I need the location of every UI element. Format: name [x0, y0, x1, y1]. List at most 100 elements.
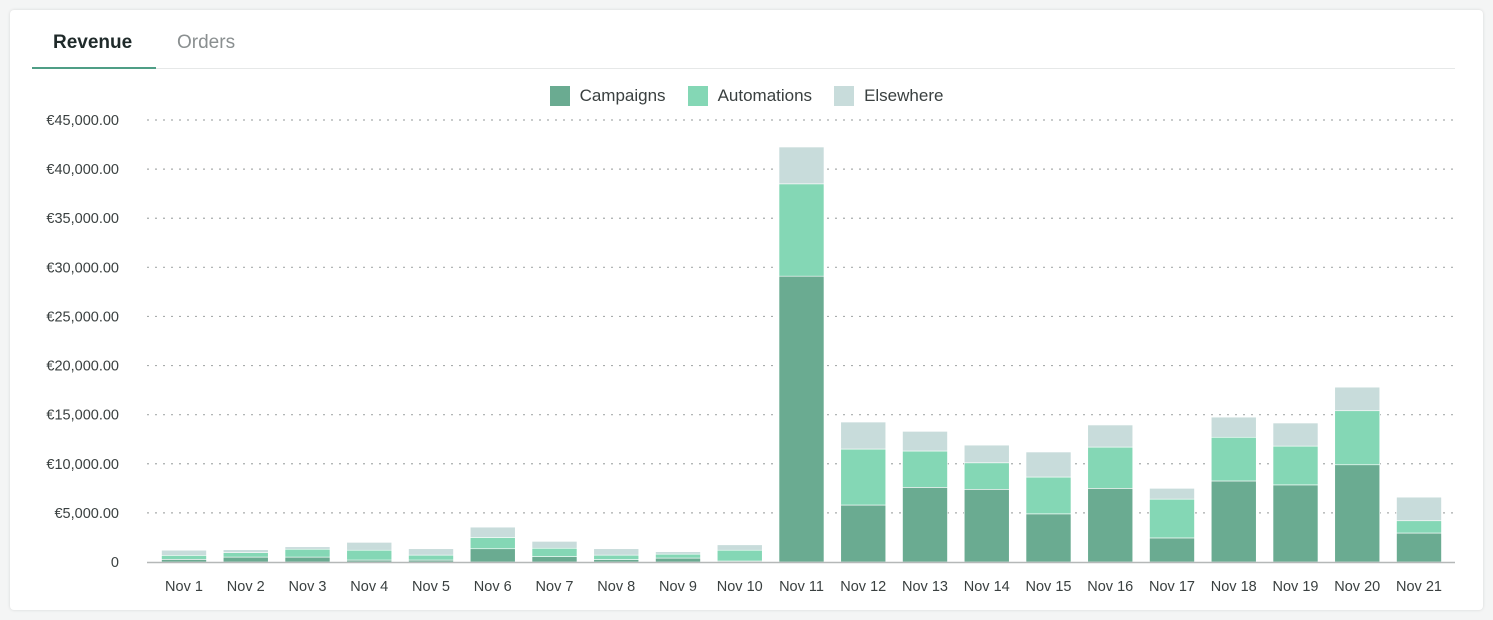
- x-tick-label: Nov 12: [840, 579, 886, 595]
- bar-segment-elsewhere: [1396, 496, 1442, 522]
- x-tick-label: Nov 19: [1273, 579, 1319, 595]
- tab-revenue[interactable]: Revenue: [53, 32, 133, 53]
- x-tick-label: Nov 9: [659, 579, 697, 595]
- bar-segment-campaigns: [593, 559, 640, 563]
- y-tick-label: 0: [111, 555, 119, 571]
- bar-segment-automations: [346, 549, 393, 561]
- bar-segment-elsewhere: [469, 526, 516, 538]
- bar-segment-campaigns: [1025, 513, 1072, 563]
- bar-segment-campaigns: [1087, 488, 1134, 563]
- bar-segment-elsewhere: [1210, 416, 1257, 438]
- bar-segment-elsewhere: [1334, 386, 1381, 412]
- bar-segment-automations: [963, 462, 1010, 490]
- y-tick-label: €25,000.00: [46, 309, 119, 325]
- bar-segment-campaigns: [469, 548, 516, 563]
- bar-segment-elsewhere: [1272, 422, 1319, 447]
- bar-segment-campaigns: [1210, 480, 1257, 563]
- bar-segment-automations: [1025, 476, 1072, 515]
- y-tick-label: €40,000.00: [46, 162, 119, 178]
- x-tick-label: Nov 8: [597, 579, 635, 595]
- bar-segment-campaigns: [1272, 484, 1319, 563]
- x-tick-label: Nov 3: [289, 579, 327, 595]
- bar-segment-automations: [902, 450, 948, 488]
- bar-segment-automations: [1334, 410, 1381, 466]
- bar-segment-automations: [408, 554, 454, 561]
- y-tick-label: €15,000.00: [46, 408, 119, 424]
- bar-segment-automations: [778, 183, 825, 277]
- x-tick-label: Nov 15: [1026, 579, 1072, 595]
- bar-segment-campaigns: [963, 489, 1010, 563]
- tab-bar: Revenue Orders: [32, 10, 1455, 69]
- x-tick-label: Nov 16: [1087, 579, 1133, 595]
- bar-segment-automations: [1396, 520, 1442, 534]
- bar-segment-campaigns: [284, 556, 331, 563]
- x-tick-label: Nov 20: [1334, 579, 1380, 595]
- bar-segment-elsewhere: [531, 541, 578, 549]
- bar-segment-elsewhere: [1025, 451, 1072, 478]
- bar-segment-campaigns: [531, 556, 578, 563]
- bar-segment-elsewhere: [593, 548, 640, 556]
- legend-item-elsewhere[interactable]: Elsewhere: [834, 86, 943, 106]
- bar-segment-automations: [840, 448, 887, 506]
- revenue-card: Revenue Orders Campaigns Automations Els…: [10, 10, 1483, 610]
- x-tick-label: Nov 21: [1396, 579, 1442, 595]
- x-tick-label: Nov 11: [779, 579, 824, 595]
- bar-segment-campaigns: [902, 487, 948, 563]
- bar-segment-campaigns: [1149, 537, 1195, 563]
- x-tick-label: Nov 14: [964, 579, 1010, 595]
- bar-segment-campaigns: [778, 275, 825, 563]
- bar-segment-elsewhere: [222, 549, 269, 553]
- x-tick-label: Nov 1: [165, 579, 203, 595]
- legend-item-campaigns[interactable]: Campaigns: [549, 86, 666, 106]
- tab-orders[interactable]: Orders: [177, 32, 236, 53]
- bar-segment-campaigns: [161, 559, 207, 563]
- bar-segment-automations: [1149, 498, 1195, 539]
- y-tick-label: €45,000.00: [46, 113, 119, 129]
- y-tick-label: €30,000.00: [46, 260, 119, 276]
- bar-segment-automations: [222, 552, 269, 558]
- y-tick-label: €20,000.00: [46, 359, 119, 375]
- x-tick-label: Nov 18: [1211, 579, 1257, 595]
- chart-legend: Campaigns Automations Elsewhere: [10, 86, 1483, 106]
- bar-segment-campaigns: [1334, 464, 1381, 563]
- bar-segment-elsewhere: [778, 146, 825, 185]
- x-tick-label: Nov 13: [902, 579, 948, 595]
- x-tick-label: Nov 6: [474, 579, 512, 595]
- bar-segment-campaigns: [655, 557, 701, 563]
- x-tick-label: Nov 10: [717, 579, 763, 595]
- active-tab-indicator: [32, 67, 156, 69]
- y-tick-label: €35,000.00: [46, 211, 119, 227]
- bar-segment-automations: [655, 553, 701, 559]
- bar-segment-automations: [716, 549, 763, 562]
- legend-item-automations[interactable]: Automations: [687, 86, 813, 106]
- bar-segment-campaigns: [222, 556, 269, 563]
- bar-segment-automations: [1087, 446, 1134, 489]
- bar-segment-automations: [531, 547, 578, 557]
- bar-segment-elsewhere: [840, 421, 887, 450]
- bar-segment-elsewhere: [346, 542, 393, 551]
- bar-segment-elsewhere: [963, 444, 1010, 464]
- bar-segment-automations: [1272, 445, 1319, 486]
- bar-segment-elsewhere: [1087, 424, 1134, 448]
- legend-label: Elsewhere: [864, 86, 944, 105]
- bar-segment-elsewhere: [1149, 488, 1195, 500]
- legend-swatch: [834, 86, 855, 106]
- legend-swatch: [687, 86, 708, 106]
- x-tick-label: Nov 5: [412, 579, 450, 595]
- bar-segment-elsewhere: [161, 549, 207, 556]
- bar-segment-automations: [161, 555, 207, 560]
- bar-segment-campaigns: [1396, 532, 1442, 563]
- bar-segment-automations: [593, 554, 640, 560]
- bar-segment-automations: [284, 548, 331, 558]
- bar-segment-elsewhere: [284, 546, 331, 550]
- bar-segment-automations: [1210, 436, 1257, 482]
- y-tick-label: €5,000.00: [54, 506, 119, 522]
- legend-label: Campaigns: [579, 86, 666, 105]
- x-tick-label: Nov 2: [227, 579, 265, 595]
- y-tick-label: €10,000.00: [46, 457, 119, 473]
- legend-label: Automations: [717, 86, 813, 105]
- bar-segment-elsewhere: [408, 548, 454, 556]
- bar-segment-automations: [469, 537, 516, 550]
- x-tick-label: Nov 4: [350, 579, 388, 595]
